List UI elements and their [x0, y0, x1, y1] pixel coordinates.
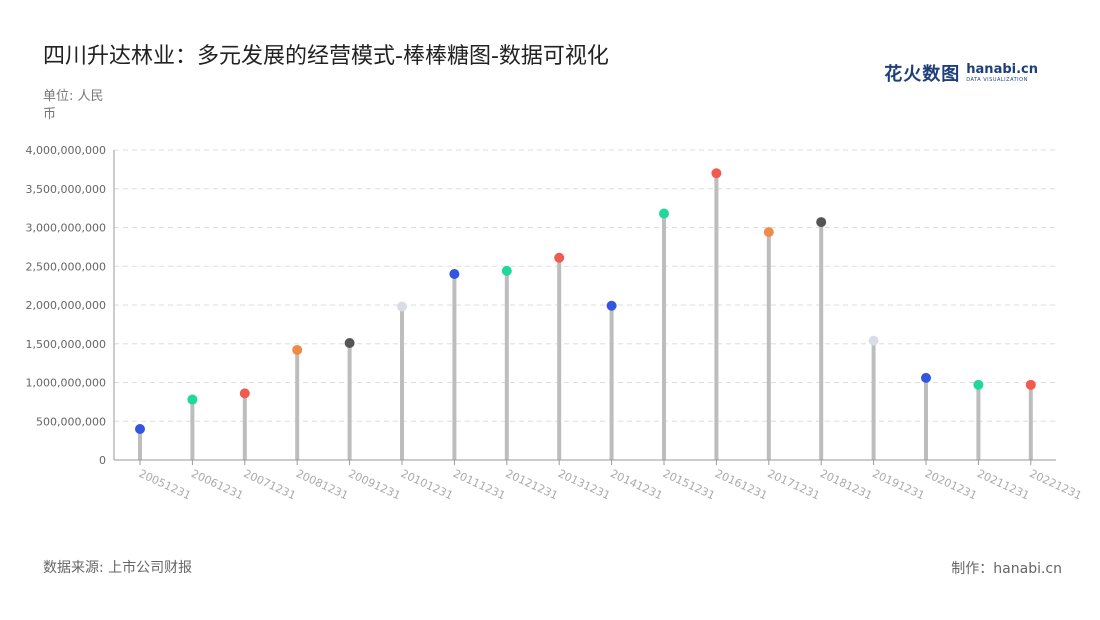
y-tick-label: 2,000,000,000	[26, 299, 106, 312]
y-tick-label: 2,500,000,000	[26, 260, 106, 273]
x-axis: 2005123120061231200712312008123120091231…	[114, 459, 1084, 502]
credit-label: 制作：hanabi.cn	[951, 561, 1062, 577]
logo-cn-text: 花火数图	[884, 64, 961, 85]
x-tick-label: 20121231	[504, 467, 560, 502]
lollipop-dot[interactable]	[816, 217, 827, 228]
lollipop-dot[interactable]	[292, 344, 303, 355]
y-tick-label: 1,000,000,000	[26, 377, 106, 390]
brand-logo: 花火数图 hanabi.cn DATA VISUALIZATION	[884, 60, 1038, 86]
x-tick-label: 20061231	[189, 467, 245, 502]
lollipop-dot[interactable]	[501, 265, 512, 276]
lollipop-dot[interactable]	[449, 269, 460, 279]
x-tick-label: 20171231	[766, 467, 822, 502]
logo-en-text: hanabi.cn	[966, 62, 1038, 77]
x-tick-label: 20161231	[713, 467, 769, 502]
x-tick-label: 20071231	[242, 467, 298, 502]
y-tick-label: 1,500,000,000	[26, 338, 106, 351]
dot-layer	[135, 168, 1036, 434]
x-tick-label: 20141231	[608, 467, 664, 502]
unit-label: 单位: 人民币	[43, 89, 104, 122]
lollipop-dot[interactable]	[1025, 379, 1036, 390]
y-tick-label: 0	[99, 454, 106, 467]
logo-sub-text: DATA VISUALIZATION	[966, 77, 1028, 83]
x-tick-label: 20221231	[1028, 467, 1084, 502]
lollipop-dot[interactable]	[554, 252, 565, 263]
y-tick-label: 3,500,000,000	[26, 183, 106, 196]
x-tick-label: 20201231	[923, 467, 979, 502]
lollipop-dot[interactable]	[868, 335, 879, 346]
x-tick-label: 20051231	[137, 467, 193, 502]
y-axis: 0 500,000,000 1,000,000,000 1,500,000,000 2,…	[26, 144, 115, 467]
lollipop-dot[interactable]	[344, 337, 355, 348]
lollipop-dot[interactable]	[397, 301, 407, 312]
y-tick-label: 4,000,000,000	[26, 144, 106, 157]
logo-en-block: hanabi.cn DATA VISUALIZATION	[966, 63, 1038, 83]
stem-layer	[138, 173, 1033, 460]
x-tick-label: 20101231	[399, 467, 455, 502]
lollipop-dot[interactable]	[711, 168, 722, 179]
x-tick-label: 20181231	[818, 467, 874, 502]
x-tick-label: 20131231	[556, 467, 612, 502]
x-tick-label: 20081231	[294, 467, 350, 502]
lollipop-dot[interactable]	[187, 394, 198, 405]
lollipop-dot[interactable]	[659, 208, 669, 219]
x-tick-label: 20111231	[451, 467, 507, 502]
x-tick-label: 20091231	[346, 467, 402, 502]
lollipop-dot[interactable]	[973, 379, 984, 390]
x-tick-label: 20151231	[661, 467, 717, 502]
x-tick-label: 20211231	[975, 467, 1031, 502]
y-tick-label: 3,000,000,000	[26, 222, 106, 235]
lollipop-dot[interactable]	[606, 300, 617, 311]
data-source: 数据来源: 上市公司财报	[43, 560, 193, 576]
grid-layer	[114, 149, 1056, 422]
lollipop-dot[interactable]	[763, 227, 774, 238]
x-tick-label: 20191231	[870, 467, 926, 502]
lollipop-dot[interactable]	[921, 372, 931, 383]
lollipop-dot[interactable]	[135, 424, 145, 434]
lollipop-dot[interactable]	[239, 388, 250, 399]
chart-title: 四川升达林业：多元发展的经营模式-棒棒糖图-数据可视化	[43, 44, 609, 69]
y-tick-label: 500,000,000	[36, 415, 106, 428]
